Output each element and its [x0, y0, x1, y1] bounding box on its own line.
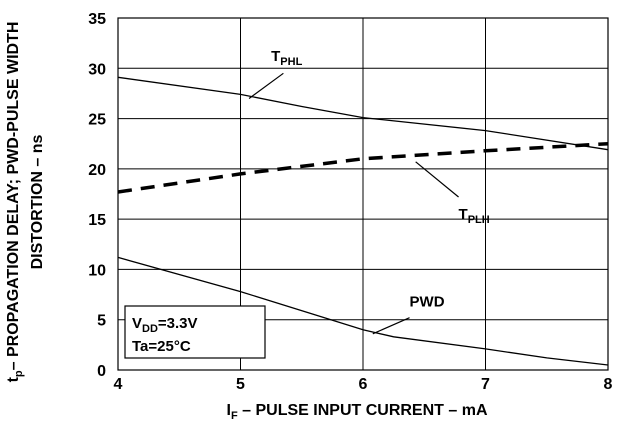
plh-leader-line	[415, 161, 459, 198]
phl-label: TPHL	[271, 48, 302, 68]
y-tick-label: 20	[88, 162, 106, 179]
x-tick-label: 6	[359, 376, 368, 393]
x-tick-label: 7	[481, 376, 490, 393]
series-line-pwd	[117, 256, 609, 366]
pwd-label: PWD	[410, 294, 445, 311]
conditions-box	[124, 305, 266, 359]
conditions-vdd: VDD=3.3V	[132, 315, 198, 335]
conditions-ta: Ta=25°C	[132, 338, 191, 355]
y-tick-label: 0	[97, 363, 106, 380]
x-tick-label: 8	[604, 376, 613, 393]
x-tick-label: 4	[114, 376, 123, 393]
y-axis-title: tp– PROPAGATION DELAY; PWD-PULSE WIDTH D…	[5, 22, 46, 383]
y-axis-title-line2: DISTORTION – ns	[29, 134, 46, 269]
y-tick-label: 15	[88, 212, 106, 229]
series-line-phl	[117, 76, 609, 151]
plot-frame	[117, 17, 609, 371]
y-tick-label: 30	[88, 61, 106, 78]
series-line-plh	[117, 141, 609, 194]
x-axis-title: IF – PULSE INPUT CURRENT – mA	[227, 402, 488, 422]
y-axis-title-line1: tp– PROPAGATION DELAY; PWD-PULSE WIDTH	[5, 22, 25, 383]
plh-label: TPLH	[459, 206, 490, 226]
y-tick-label: 10	[88, 262, 106, 279]
y-tick-label: 35	[88, 11, 106, 28]
x-tick-label: 5	[236, 376, 245, 393]
phl-leader-line	[248, 72, 284, 99]
tick-labels: 4 5 6 7 8 0 5 10 15 20 25 30 35	[88, 11, 612, 393]
y-tick-label: 5	[97, 313, 106, 330]
y-tick-label: 25	[88, 112, 106, 129]
series-group	[117, 76, 609, 366]
pwd-leader-line	[372, 317, 410, 335]
